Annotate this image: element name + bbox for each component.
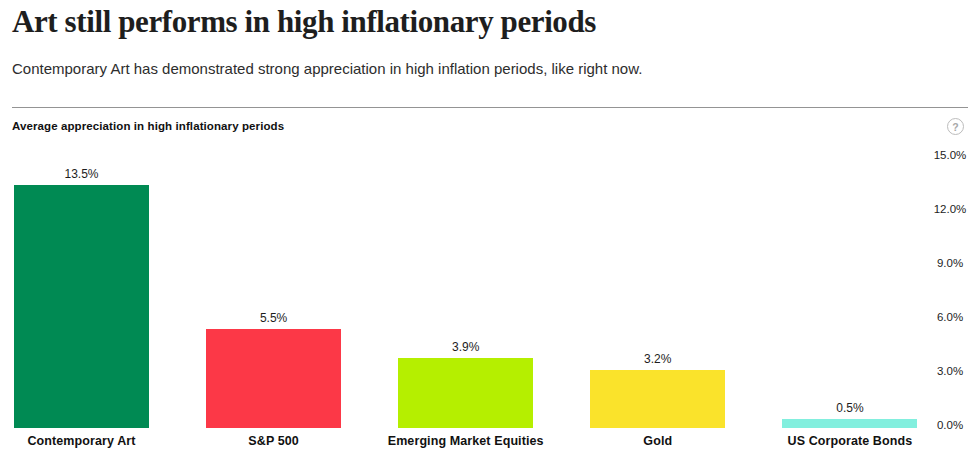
y-axis-tick-label: 3.0% [937,365,963,377]
bar-category-label: Contemporary Art [0,434,182,449]
bar-value-label: 0.5% [770,401,930,415]
bar-value-label: 3.2% [578,352,738,366]
bar-category-label: S&P 500 [174,434,374,449]
y-axis-tick-label: 9.0% [937,257,963,269]
bar-category-label: Emerging Market Equities [366,434,566,449]
bar-chart: 13.5% Contemporary Art 5.5% S&P 500 3.9% Emer… [0,0,980,460]
y-axis-tick-label: 6.0% [937,311,963,323]
bar-gold [590,370,725,428]
bar-contemporary-art [14,185,149,428]
y-axis-tick-label: 12.0% [934,203,967,215]
bar-category-label: Gold [558,434,758,449]
bar-sandp-500 [206,329,341,428]
y-axis-tick-label: 15.0% [934,149,967,161]
bar-us-corporate-bonds [782,419,917,428]
bar-category-label: US Corporate Bonds [750,434,950,449]
page: Art still performs in high inflationary … [0,0,980,460]
bar-emerging-market-equities [398,358,533,428]
bar-value-label: 13.5% [2,167,162,181]
bar-value-label: 3.9% [386,340,546,354]
bar-value-label: 5.5% [194,311,354,325]
y-axis-tick-label: 0.0% [937,419,963,431]
